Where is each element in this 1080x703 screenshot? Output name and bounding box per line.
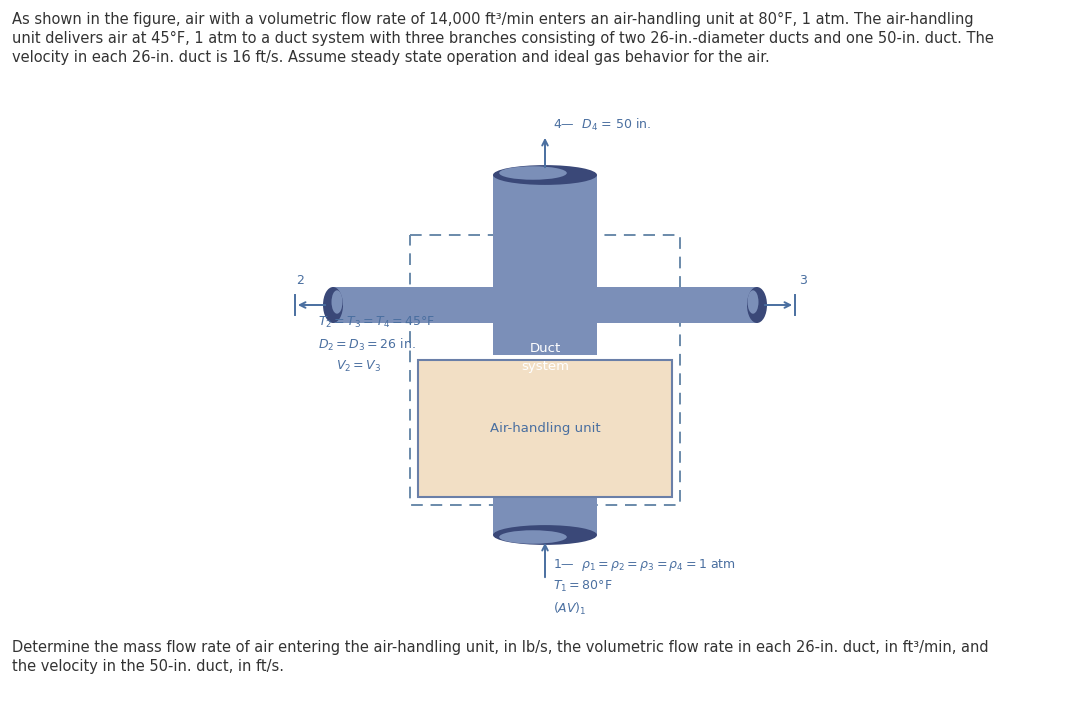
Bar — [333, 287, 492, 323]
Text: velocity in each 26-in. duct is 16 ft/s. Assume steady state operation and ideal: velocity in each 26-in. duct is 16 ft/s.… — [12, 50, 770, 65]
Bar — [492, 175, 597, 355]
Ellipse shape — [747, 290, 758, 314]
Bar — [492, 497, 597, 535]
Bar — [597, 287, 757, 323]
Text: $V_2 = V_3$: $V_2 = V_3$ — [336, 359, 381, 374]
Ellipse shape — [747, 287, 767, 323]
Text: Air-handling unit: Air-handling unit — [489, 422, 600, 435]
Ellipse shape — [492, 165, 597, 185]
Text: $D_2 = D_3 = 26$ in.: $D_2 = D_3 = 26$ in. — [318, 337, 416, 353]
Text: $1$—  $\rho_1 = \rho_2 = \rho_3 = \rho_4 = 1$ atm: $1$— $\rho_1 = \rho_2 = \rho_3 = \rho_4 … — [553, 557, 735, 573]
Text: $4$—  $D_4$ = 50 in.: $4$— $D_4$ = 50 in. — [553, 117, 651, 133]
Text: unit delivers air at 45°F, 1 atm to a duct system with three branches consisting: unit delivers air at 45°F, 1 atm to a du… — [12, 31, 994, 46]
Text: $(AV)_1$: $(AV)_1$ — [553, 601, 586, 617]
Ellipse shape — [499, 166, 567, 180]
Bar — [418, 360, 672, 497]
Text: $T_2 = T_3 = T_4 = 45$°F: $T_2 = T_3 = T_4 = 45$°F — [318, 315, 435, 330]
Text: Determine the mass flow rate of air entering the air-handling unit, in lb/s, the: Determine the mass flow rate of air ente… — [12, 640, 988, 655]
Bar — [410, 235, 680, 505]
Text: 3: 3 — [799, 274, 807, 287]
Ellipse shape — [332, 290, 342, 314]
Ellipse shape — [492, 525, 597, 545]
Text: the velocity in the 50-in. duct, in ft/s.: the velocity in the 50-in. duct, in ft/s… — [12, 659, 284, 674]
Text: As shown in the figure, air with a volumetric flow rate of 14,000 ft³/min enters: As shown in the figure, air with a volum… — [12, 12, 974, 27]
Text: 2: 2 — [296, 274, 303, 287]
Ellipse shape — [499, 530, 567, 543]
Text: $T_1 = 80$°F: $T_1 = 80$°F — [553, 579, 612, 594]
Ellipse shape — [323, 287, 343, 323]
Text: Duct
system: Duct system — [521, 342, 569, 373]
